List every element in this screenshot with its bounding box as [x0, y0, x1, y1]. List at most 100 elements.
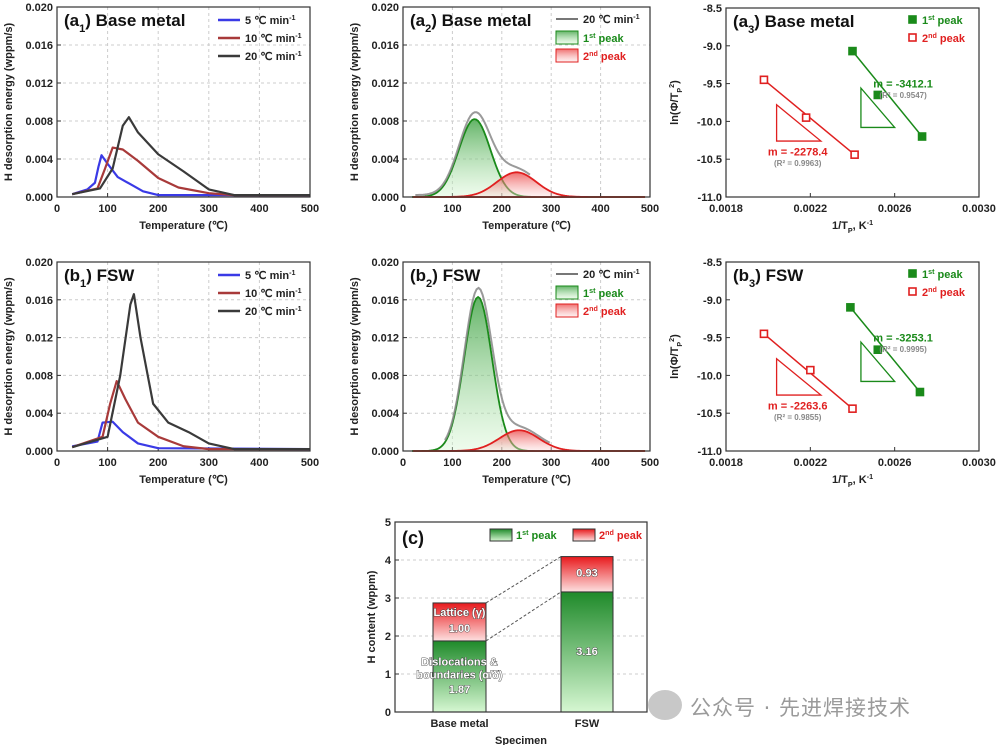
bar-value-label: 3.16 — [576, 646, 597, 658]
legend-swatch — [555, 285, 579, 300]
y-axis-label: H desorption energy (wppm/s) — [349, 23, 361, 182]
data-point — [850, 150, 859, 159]
panel-title: (a2) Base metal — [410, 11, 531, 35]
data-point — [759, 329, 769, 339]
y-tick-label: -9.5 — [703, 333, 722, 345]
x-tick-label: 100 — [98, 203, 116, 215]
slope-label: m = -2278.4 — [768, 146, 829, 158]
y-tick-label: 0.008 — [371, 370, 399, 382]
x-tick-label: 400 — [591, 203, 609, 215]
connector-line — [485, 591, 562, 642]
legend-label: 5 ℃ min-1 — [245, 14, 296, 27]
legend-label: 2nd peak — [922, 286, 966, 299]
y-tick-label: 2 — [385, 631, 391, 643]
plot-frame — [402, 6, 651, 198]
connector-line — [485, 556, 562, 604]
slope-triangle — [775, 357, 823, 396]
panel-title: (a1) Base metal — [64, 11, 185, 35]
y-tick-label: -10.5 — [697, 408, 722, 420]
x-tick-label: 0.0022 — [794, 203, 828, 215]
slope-triangle — [860, 86, 897, 129]
x-tick-label: 0.0026 — [878, 203, 912, 215]
x-tick-label: 400 — [591, 457, 609, 469]
slope-label: m = -3412.1 — [873, 78, 933, 90]
legend-label: 20 ℃ min-1 — [583, 268, 640, 281]
y-tick-label: -10.0 — [697, 116, 722, 128]
series-line-1 — [71, 379, 310, 451]
x-tick-label: FSW — [575, 718, 600, 730]
x-tick-label: 200 — [493, 457, 511, 469]
legend-label: 20 ℃ min-1 — [245, 305, 302, 318]
x-tick-label: 500 — [301, 203, 319, 215]
slope-label: m = -2263.6 — [768, 400, 828, 412]
fit-line — [849, 306, 921, 393]
panel-b2: 0.000 0.004 0.008 0.012 0.016 0.020 0 100 200 300… — [349, 257, 659, 486]
x-tick-label: 0.0018 — [709, 203, 743, 215]
x-axis-label: Temperature (℃) — [139, 220, 228, 232]
data-point — [873, 90, 883, 100]
y-tick-label: 0.020 — [25, 2, 53, 14]
series-line-2 — [71, 116, 310, 197]
legend-marker — [908, 15, 917, 24]
panel-b1: 0.000 0.004 0.008 0.012 0.016 0.020 0 100 200 300… — [3, 257, 319, 486]
y-tick-label: 0.008 — [25, 370, 53, 382]
y-tick-label: 0.004 — [25, 154, 53, 166]
panel-c: 0 1 2 3 4 5 Specimen H content (wppm) Base metal… — [366, 517, 648, 745]
slope-triangle — [860, 340, 897, 383]
x-tick-label: 0.0022 — [794, 457, 828, 469]
panel-title: (c) — [402, 528, 424, 548]
measured-curve — [444, 286, 551, 444]
panel-a2: 0.000 0.004 0.008 0.012 0.016 0.020 0 100 200 300… — [349, 2, 659, 232]
y-tick-label: 0.012 — [25, 78, 53, 90]
x-tick-label: 0.0018 — [709, 457, 743, 469]
y-tick-label: -11.0 — [698, 446, 722, 458]
y-tick-label: -8.5 — [703, 257, 722, 269]
y-tick-label: 0.000 — [371, 446, 399, 458]
panel-title: (a3) Base metal — [733, 12, 854, 36]
y-tick-label: 0.004 — [371, 408, 399, 420]
y-axis-label: ln(Φ/TP2) — [668, 80, 684, 125]
data-point — [759, 75, 769, 85]
y-tick-label: -10.0 — [697, 370, 722, 382]
series-line-2 — [71, 293, 310, 451]
watermark: 公众号 · 先进焊接技术 — [690, 696, 912, 720]
x-tick-label: 0 — [400, 203, 406, 215]
legend-swatch — [555, 303, 579, 318]
legend-label: 2nd peak — [599, 529, 643, 542]
wechat-icon — [648, 690, 682, 720]
x-tick-label: 100 — [98, 457, 116, 469]
y-axis-label: H desorption energy (wppm/s) — [3, 277, 15, 436]
data-point — [917, 132, 927, 141]
legend-label: 2nd peak — [583, 305, 627, 318]
y-tick-label: 0.004 — [371, 154, 399, 166]
y-tick-label: -9.0 — [703, 41, 722, 53]
y-tick-label: 0.016 — [371, 295, 399, 307]
x-axis-label: 1/TP, K-1 — [832, 219, 873, 235]
y-tick-label: 0.012 — [371, 78, 399, 90]
legend-label: 20 ℃ min-1 — [583, 13, 640, 26]
x-tick-label: 0 — [400, 457, 406, 469]
x-tick-label: 0 — [54, 203, 60, 215]
data-point — [848, 46, 857, 56]
data-point — [801, 113, 811, 122]
r2-label: (R² = 0.9855) — [774, 413, 822, 422]
legend-label: 20 ℃ min-1 — [245, 50, 302, 63]
y-axis-label: H desorption energy (wppm/s) — [3, 23, 15, 182]
legend-label: 1st peak — [583, 32, 624, 45]
bar-value-label: Lattice (γ) — [434, 607, 486, 619]
r2-label: (R² = 0.9547) — [879, 91, 927, 100]
y-tick-label: 0.020 — [25, 257, 53, 269]
legend-label: 1st peak — [516, 529, 557, 542]
r2-label: (R² = 0.9963) — [774, 159, 822, 168]
y-tick-label: 0.020 — [371, 2, 399, 14]
x-tick-label: 0.0026 — [878, 457, 912, 469]
legend-label: 10 ℃ min-1 — [245, 32, 302, 45]
panel-title: (b3) FSW — [733, 266, 804, 290]
y-axis-label: ln(Φ/TP2) — [668, 334, 684, 379]
panel-a3: -11.0 -10.5 -10.0 -9.5 -9.0 -8.5 0.0018 0.0022 0… — [668, 3, 996, 235]
x-tick-label: 0.0030 — [962, 457, 996, 469]
legend-swatch — [489, 528, 513, 542]
y-tick-label: -10.5 — [697, 154, 722, 166]
plot-frame — [402, 261, 651, 452]
